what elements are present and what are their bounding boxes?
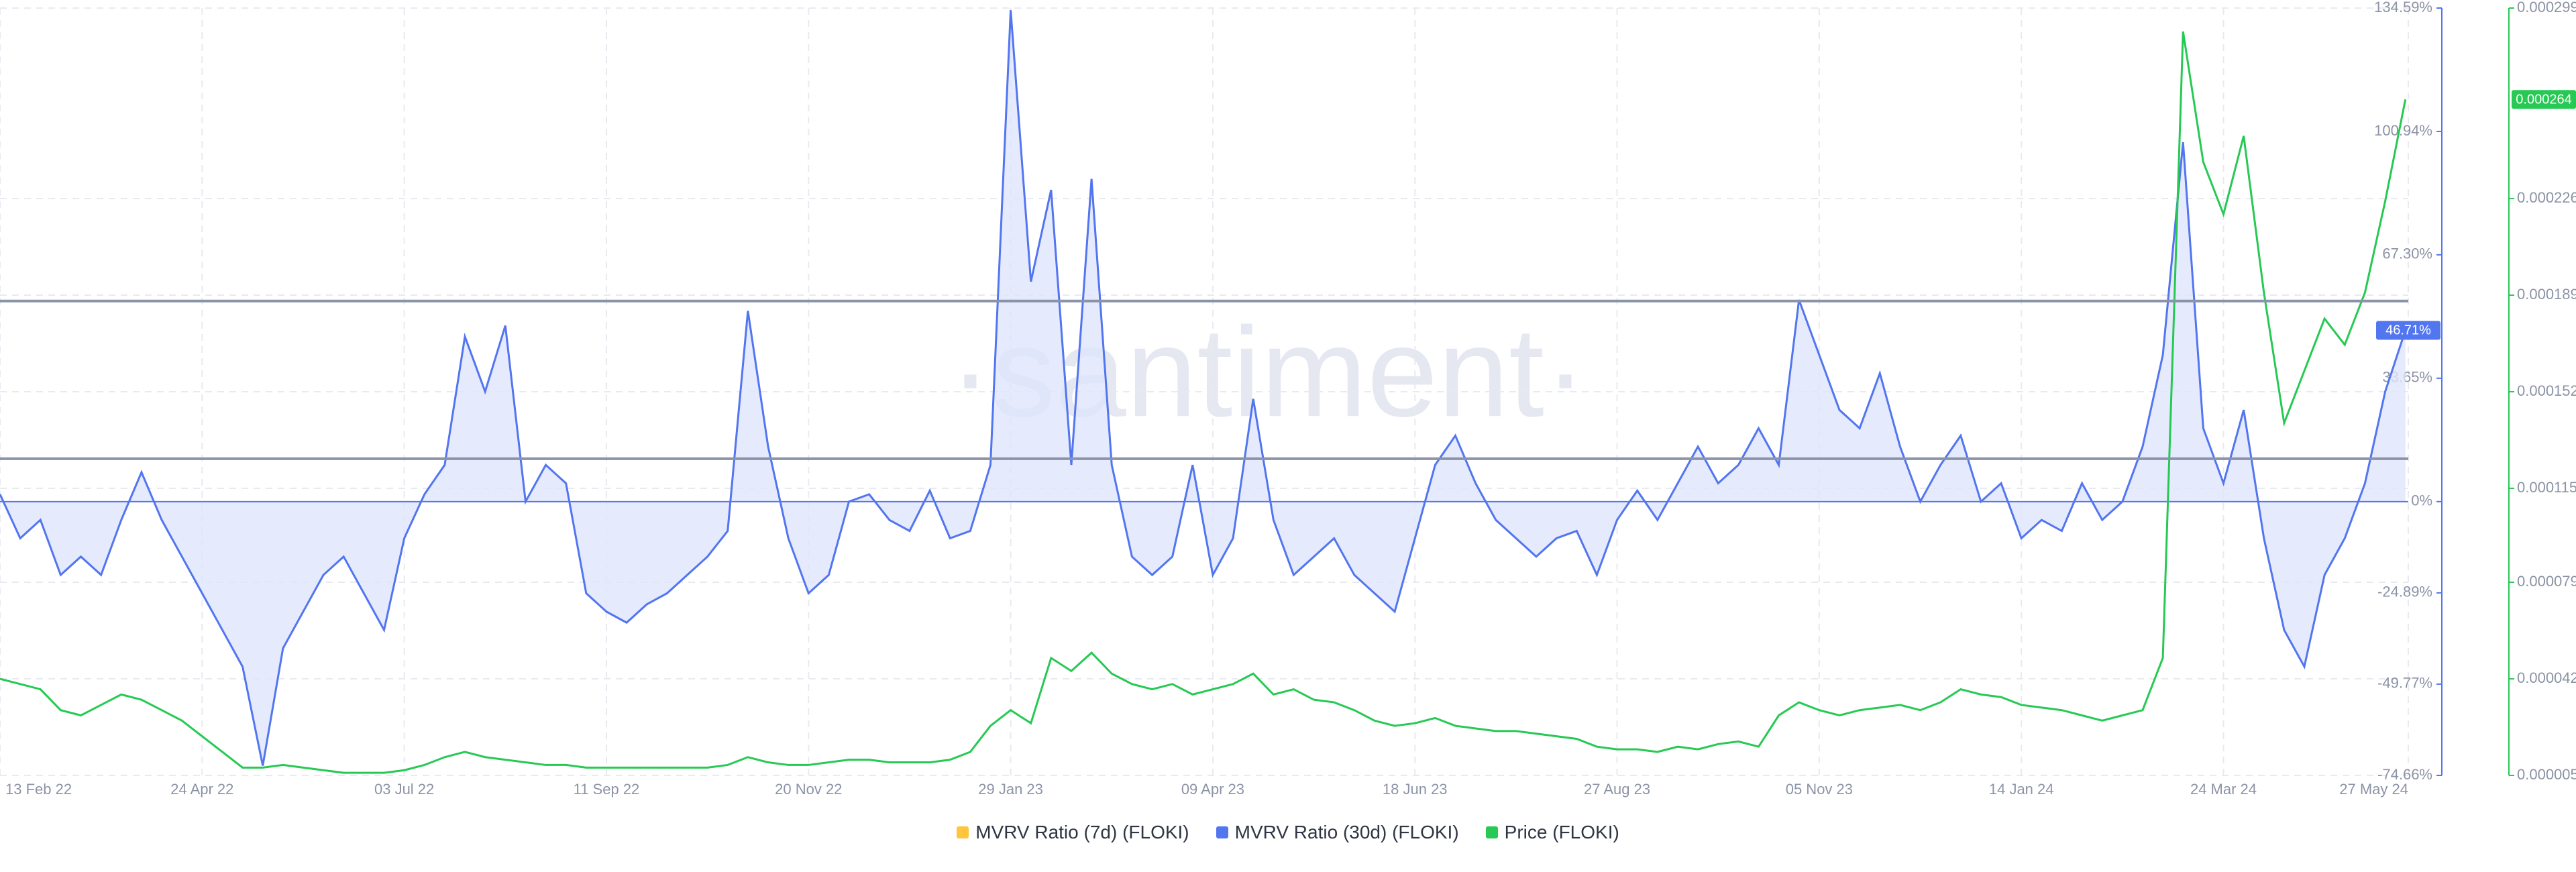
line: [0, 31, 2407, 774]
x-tick-label: 27 Aug 23: [1584, 781, 1650, 798]
badge: [2512, 90, 2576, 109]
x-tick-label: 29 Jan 23: [978, 781, 1043, 798]
y-tick-label: 67.30%: [2382, 246, 2432, 262]
y2-tick-label: 0.000152: [2517, 382, 2576, 399]
legend-swatch: [1216, 826, 1228, 838]
x-tick-label: 13 Feb 22: [5, 781, 72, 798]
x-tick-label: 03 Jul 22: [374, 781, 434, 798]
legend-label: Price (FLOKI): [1504, 822, 1619, 842]
y2-tick-label: 0.000299: [2517, 0, 2576, 15]
badge: [2376, 321, 2440, 340]
y2-tick-label: 0.000189: [2517, 286, 2576, 303]
legend-item[interactable]: MVRV Ratio (30d) (FLOKI): [1216, 822, 1459, 843]
x-tick-label: 14 Jan 24: [1989, 781, 2054, 798]
y-tick-label: 0%: [2411, 492, 2432, 509]
y2-tick-label: 0.000226: [2517, 189, 2576, 206]
y2-tick-label: 0.000005: [2517, 766, 2576, 783]
legend-item[interactable]: Price (FLOKI): [1485, 822, 1619, 843]
y-tick-label: -74.66%: [2377, 766, 2432, 783]
badge-label: 0.000264: [2516, 92, 2571, 107]
y-tick-label: -49.77%: [2377, 675, 2432, 692]
legend-label: MVRV Ratio (7d) (FLOKI): [975, 822, 1189, 842]
y2-tick-label: 0.000079: [2517, 573, 2576, 590]
x-tick-label: 18 Jun 23: [1383, 781, 1448, 798]
x-tick-label: 11 Sep 22: [574, 781, 640, 798]
x-tick-label: 09 Apr 23: [1181, 781, 1244, 798]
legend-swatch: [957, 826, 969, 838]
x-tick-label: 05 Nov 23: [1786, 781, 1853, 798]
area: [0, 10, 2406, 766]
y-tick-label: -24.89%: [2377, 584, 2432, 600]
x-tick-label: 20 Nov 22: [775, 781, 842, 798]
y-tick-label: 134.59%: [2374, 0, 2432, 15]
badge-label: 46.71%: [2385, 323, 2431, 338]
legend-item[interactable]: MVRV Ratio (7d) (FLOKI): [957, 822, 1189, 843]
legend-label: MVRV Ratio (30d) (FLOKI): [1234, 822, 1459, 842]
line: [0, 10, 2407, 766]
chart: ·santiment· 13 Feb 22 24 Apr 22 03 Jul 22 1…: [0, 0, 2576, 798]
legend: MVRV Ratio (7d) (FLOKI) MVRV Ratio (30d) …: [0, 822, 2576, 843]
legend-swatch: [1485, 826, 1498, 838]
x-tick-label: 24 Apr 22: [170, 781, 233, 798]
x-tick-label: 24 Mar 24: [2190, 781, 2257, 798]
x-tick-label: 27 May 24: [2339, 781, 2408, 798]
y-tick-label: 100.94%: [2374, 122, 2432, 139]
y2-tick-label: 0.000042: [2517, 669, 2576, 686]
y2-tick-label: 0.000115: [2517, 479, 2576, 496]
